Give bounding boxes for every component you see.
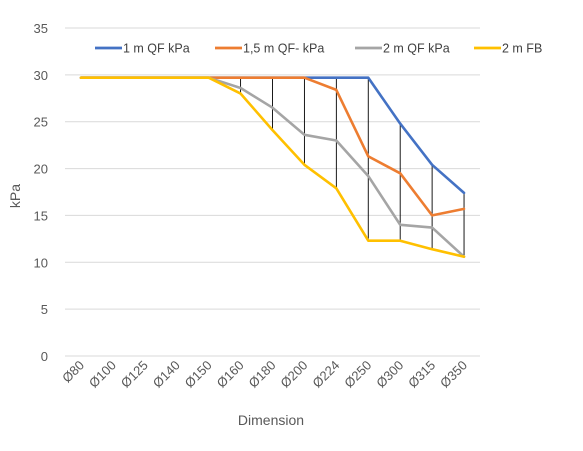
x-tick-label: Ø125 [118,358,151,391]
x-tick-label: Ø315 [405,358,438,391]
y-axis-title: kPa [7,184,23,208]
x-tick-label: Ø150 [182,358,215,391]
legend-label: 1,5 m QF- kPa [243,42,324,56]
x-axis-title: Dimension [238,412,304,428]
legend-label: 2 m FB [502,42,542,56]
x-tick-label: Ø224 [309,358,342,391]
y-tick-label: 25 [34,115,48,130]
legend-label: 1 m QF kPa [123,42,190,56]
series-lines [79,76,466,259]
y-tick-labels: 0 5 10 15 20 25 30 35 [34,21,48,364]
y-tick-label: 20 [34,162,48,177]
x-tick-label: Ø80 [59,358,87,386]
x-tick-label: Ø250 [341,358,374,391]
x-tick-labels: Ø80Ø100Ø125Ø140Ø150Ø160Ø180Ø200Ø224Ø250Ø… [59,358,470,391]
series-line [79,76,466,259]
y-tick-label: 15 [34,208,48,223]
x-tick-label: Ø140 [150,358,183,391]
x-tick-label: Ø180 [246,358,279,391]
y-tick-label: 5 [41,302,48,317]
x-tick-label: Ø300 [373,358,406,391]
y-tick-label: 0 [41,349,48,364]
y-tick-label: 10 [34,255,48,270]
drop-lines [240,77,465,257]
x-tick-label: Ø350 [437,358,470,391]
y-tick-label: 30 [34,68,48,83]
legend-label: 2 m QF kPa [383,42,450,56]
x-tick-label: Ø100 [86,358,119,391]
x-tick-label: Ø200 [277,358,310,391]
legend: 1 m QF kPa 1,5 m QF- kPa 2 m QF kPa 2 m FB [95,42,542,56]
x-tick-label: Ø160 [214,358,247,391]
y-tick-label: 35 [34,21,48,36]
